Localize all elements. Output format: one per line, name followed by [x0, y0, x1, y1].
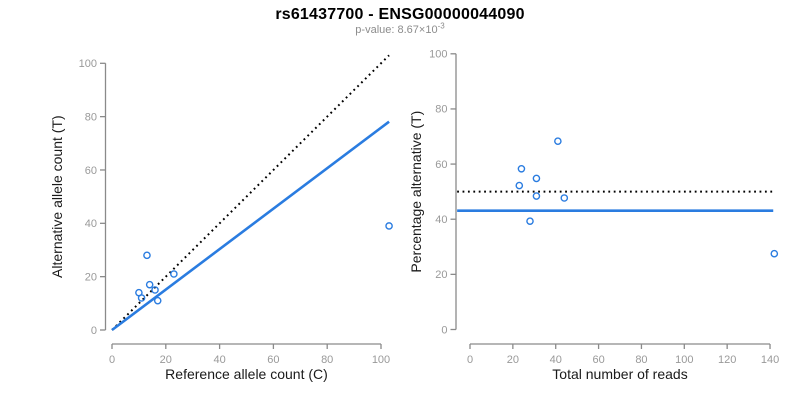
x-tick-label: 20 [507, 354, 519, 366]
pvalue-prefix: p-value: [355, 24, 398, 36]
x-tick-label: 100 [372, 354, 390, 366]
data-point [517, 164, 526, 173]
figure-subtitle: p-value: 8.67×10-3 [0, 21, 800, 36]
y-tick-label: 40 [435, 214, 447, 226]
data-point [554, 137, 562, 145]
y-tick-label: 20 [85, 271, 97, 283]
y-tick-label: 80 [85, 111, 97, 123]
data-point [515, 181, 524, 190]
y-tick-label: 0 [441, 324, 447, 336]
x-tick-label: 0 [467, 354, 473, 366]
x-axis-title: Total number of reads [552, 366, 687, 382]
x-tick-label: 0 [109, 354, 115, 366]
data-point [770, 249, 779, 258]
y-tick-label: 80 [435, 104, 447, 116]
data-point [170, 270, 178, 278]
x-tick-label: 120 [718, 354, 736, 366]
x-tick-label: 40 [213, 354, 225, 366]
y-tick-label: 60 [85, 165, 97, 177]
data-point [143, 251, 151, 260]
x-tick-label: 40 [550, 354, 562, 366]
data-point [151, 286, 159, 294]
data-point [526, 217, 534, 225]
x-tick-label: 60 [267, 354, 279, 366]
pvalue-exponent: -3 [437, 21, 445, 31]
y-axis-title: Alternative allele count (T) [49, 115, 65, 278]
y-tick-label: 20 [435, 269, 447, 281]
data-point [153, 296, 162, 305]
x-tick-label: 100 [675, 354, 693, 366]
y-tick-label: 0 [91, 325, 97, 337]
figure-title: rs61437700 - ENSG00000044090 [275, 6, 525, 23]
left-plot: 0 20 40 60 80 100 0 20 40 60 80 100 Reference allele… [49, 54, 393, 382]
x-tick-label: 80 [635, 354, 647, 366]
y-tick-label: 40 [85, 218, 97, 230]
pvalue-mantissa: 8.67×10 [397, 24, 438, 36]
y-axis-title: Percentage alternative (T) [408, 111, 424, 273]
fit-line [111, 120, 390, 332]
data-point [560, 194, 569, 202]
y-tick-label: 100 [79, 58, 97, 70]
data-point [137, 294, 146, 302]
y-tick-label: 100 [429, 49, 447, 61]
x-tick-label: 60 [592, 354, 604, 366]
data-point [145, 280, 154, 289]
x-tick-label: 140 [761, 354, 779, 366]
x-tick-label: 80 [321, 354, 333, 366]
right-plot: 0 20 40 60 80 100 0 20 40 60 80 100 120 140 Total numb… [408, 49, 779, 382]
data-point [385, 222, 393, 230]
identity-line [111, 54, 390, 331]
x-tick-label: 20 [160, 354, 172, 366]
x-axis-title: Reference allele count (C) [165, 366, 328, 382]
data-point [532, 174, 541, 183]
data-point [532, 192, 541, 200]
y-tick-label: 60 [435, 159, 447, 171]
